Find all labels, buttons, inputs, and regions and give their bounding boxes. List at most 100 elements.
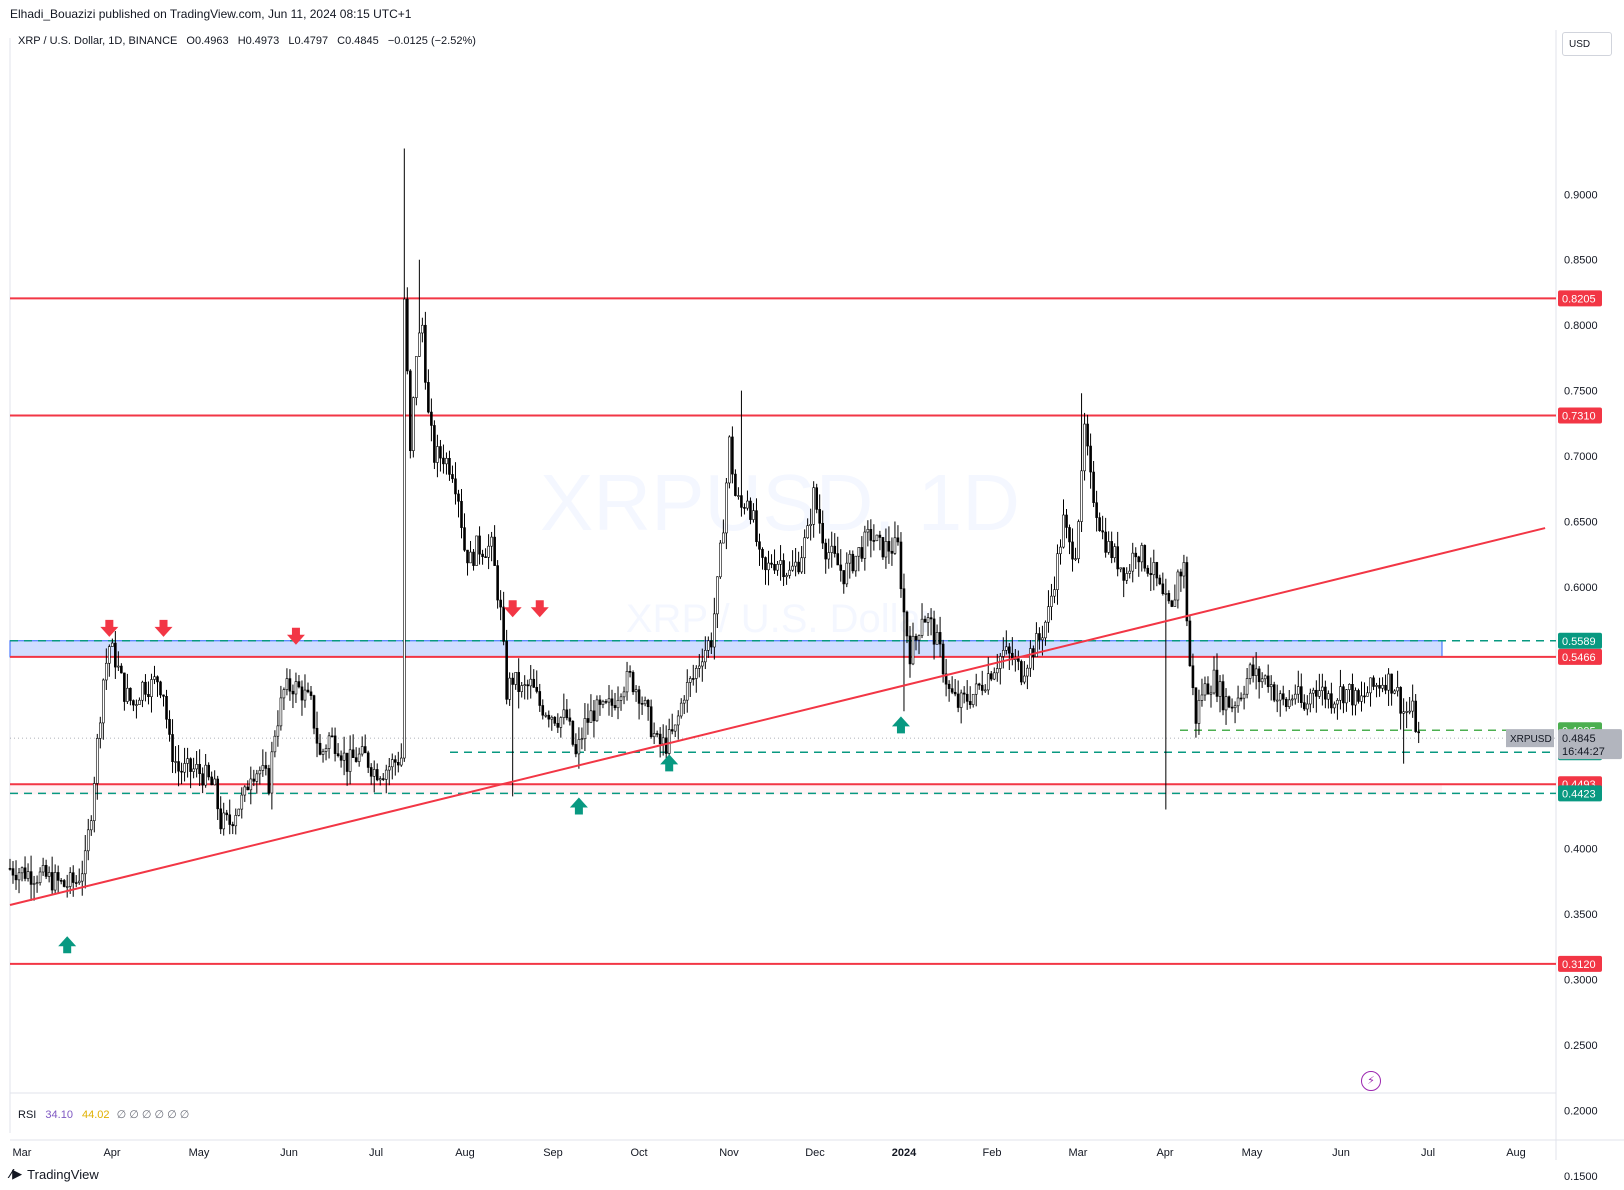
- candle-body: [1089, 445, 1092, 473]
- candle-body: [905, 611, 909, 637]
- candle: [487, 534, 490, 570]
- candle-body: [1191, 665, 1195, 689]
- candle: [321, 748, 325, 763]
- candle: [469, 540, 472, 564]
- candle-body: [1050, 595, 1053, 607]
- lightning-icon[interactable]: ⚡: [1361, 1071, 1381, 1091]
- candle: [977, 682, 981, 690]
- candle-body: [887, 541, 891, 552]
- candle-body: [857, 547, 861, 557]
- candle: [872, 524, 876, 551]
- candle-body: [448, 458, 451, 475]
- price-tick-label: 0.7000: [1564, 451, 1598, 463]
- candle-body: [1363, 695, 1366, 698]
- candle: [1092, 460, 1095, 508]
- candle-body: [661, 737, 665, 745]
- candle: [601, 699, 605, 709]
- candle: [535, 670, 539, 694]
- candle: [324, 744, 328, 761]
- candle: [613, 692, 617, 711]
- candle-body: [1330, 693, 1333, 709]
- candle-body: [294, 681, 298, 695]
- candle: [1065, 508, 1068, 539]
- candle-body: [782, 560, 785, 578]
- candle: [1119, 567, 1122, 573]
- candle: [378, 776, 382, 786]
- candle: [752, 503, 755, 523]
- candle-body: [577, 739, 581, 755]
- candle: [556, 713, 560, 733]
- candle-body: [156, 676, 159, 683]
- candle-body: [1194, 687, 1198, 724]
- candle-body: [767, 562, 770, 571]
- price-axis[interactable]: 0.9000 0.8500 0.8000 0.7500 0.7000 0.6500 0.60…: [1506, 189, 1622, 1183]
- candle: [1321, 673, 1324, 706]
- candle: [971, 693, 975, 708]
- candle: [523, 675, 527, 700]
- candle: [1212, 656, 1216, 695]
- candle-body: [541, 705, 545, 716]
- candle-body: [673, 724, 677, 732]
- candle-body: [1143, 545, 1147, 569]
- trendline-line: [9, 527, 1546, 906]
- candle-body: [821, 522, 825, 544]
- candle: [433, 420, 436, 470]
- candle: [463, 513, 466, 552]
- candle-body: [1236, 697, 1240, 707]
- candle: [1038, 627, 1041, 650]
- candle: [1345, 689, 1348, 712]
- candle-body: [102, 679, 105, 724]
- candle-body: [336, 753, 340, 757]
- candle-body: [848, 553, 852, 564]
- candle: [1197, 689, 1201, 735]
- candle-body: [424, 324, 427, 383]
- candle-body: [1315, 689, 1318, 697]
- candle: [345, 752, 349, 786]
- candle: [1224, 688, 1228, 725]
- arrows: [58, 600, 910, 954]
- candle: [697, 654, 701, 678]
- candle: [258, 766, 262, 785]
- candle-body: [710, 640, 713, 648]
- candle-body: [899, 541, 903, 590]
- candle-body: [1309, 692, 1312, 705]
- candle-body: [989, 673, 993, 680]
- candle: [716, 576, 719, 629]
- candle-body: [917, 635, 921, 641]
- candle: [1059, 539, 1062, 565]
- candle: [384, 764, 388, 794]
- candle: [1351, 673, 1354, 716]
- candle-body: [881, 537, 885, 558]
- candle: [38, 867, 42, 886]
- candle: [282, 687, 286, 710]
- time-axis[interactable]: Mar Apr May Jun Jul Aug Sep Oct Nov Dec 2024 Feb Mar…: [13, 1147, 1526, 1159]
- candle: [610, 689, 614, 717]
- candle: [219, 796, 222, 835]
- candle-body: [360, 746, 364, 755]
- candle-body: [962, 692, 966, 695]
- candle: [1384, 674, 1387, 695]
- candle-body: [914, 635, 918, 641]
- candle: [472, 548, 475, 571]
- candle-body: [412, 397, 415, 451]
- candle: [658, 727, 662, 758]
- candle: [207, 762, 210, 781]
- currency-selector[interactable]: USD: [1562, 32, 1612, 56]
- candle: [126, 673, 129, 705]
- candle: [574, 733, 578, 758]
- candle-body: [1137, 556, 1141, 563]
- candle: [20, 866, 24, 882]
- rsi-legend[interactable]: RSI 34.10 44.02 ∅ ∅ ∅ ∅ ∅ ∅: [18, 1108, 189, 1121]
- candle-body: [1074, 558, 1077, 560]
- candle: [1239, 692, 1243, 702]
- candle: [303, 674, 307, 708]
- candle-body: [117, 665, 120, 668]
- candle-body: [183, 763, 186, 773]
- candle-body: [547, 714, 551, 720]
- candle: [360, 736, 364, 757]
- candle: [634, 685, 638, 702]
- candle-body: [995, 668, 999, 674]
- candle-body: [481, 553, 484, 557]
- candle-body: [204, 764, 207, 786]
